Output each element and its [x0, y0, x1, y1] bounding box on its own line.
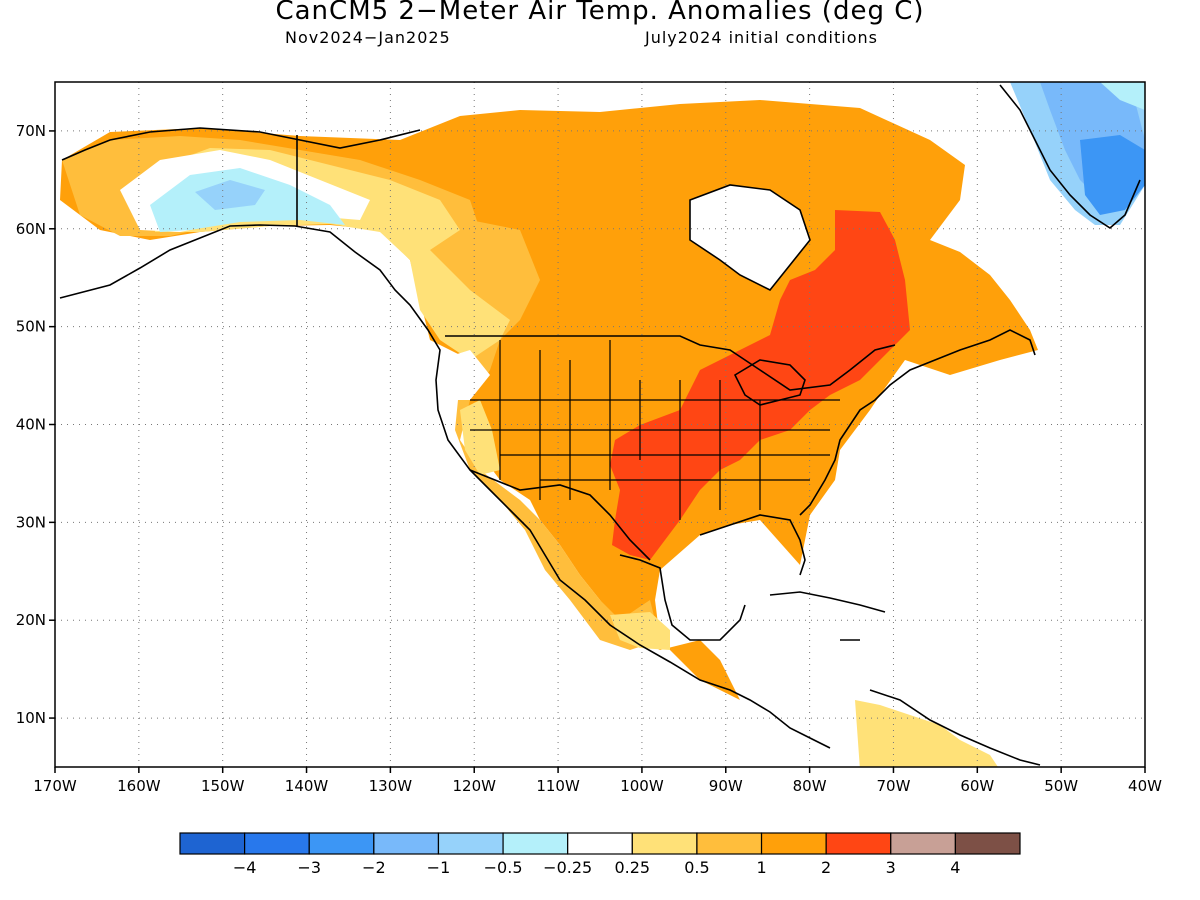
colorbar-label: −2 — [362, 858, 386, 877]
colorbar-swatch — [890, 832, 956, 855]
lon-tick-label: 160W — [117, 777, 161, 795]
anomaly-region-e — [610, 612, 670, 650]
anomaly-field — [60, 82, 1145, 767]
great-lakes — [733, 359, 806, 406]
lon-tick-label: 70W — [877, 777, 911, 795]
initial-conditions: July2024 initial conditions — [645, 28, 878, 47]
colorbar-label: 2 — [821, 858, 831, 877]
anomaly-region-n — [1080, 135, 1145, 215]
colorbar-swatch — [437, 832, 504, 855]
lon-tick-label: 110W — [536, 777, 580, 795]
coastline-east — [799, 329, 1036, 516]
colorbar-swatch — [179, 832, 246, 855]
colorbar-swatch — [954, 832, 1021, 855]
anomaly-region-p — [690, 185, 810, 290]
lon-tick-label: 80W — [793, 777, 827, 795]
colorbar-swatch — [502, 832, 569, 855]
lon-tick-label: 130W — [369, 777, 413, 795]
longitude-axis: 170W 160W 150W 140W 130W 120W 110W 100W 90W 80W 70… — [33, 767, 1162, 795]
lon-tick-label: 140W — [285, 777, 329, 795]
lon-tick-label: 60W — [960, 777, 994, 795]
lon-tick-label: 40W — [1128, 777, 1162, 795]
coastline-alaska-north — [61, 127, 421, 161]
lat-tick-label: 70N — [16, 122, 46, 140]
lat-tick-label: 20N — [16, 611, 46, 629]
anomaly-region-f — [855, 700, 998, 767]
coastline-hudson-bay — [689, 184, 811, 292]
anomaly-region-d — [460, 400, 500, 475]
colorbar-swatch — [308, 832, 375, 855]
colorbar-label: −0.25 — [543, 858, 592, 877]
coastline-caribbean — [769, 591, 1041, 766]
border-us-canada — [445, 335, 896, 391]
coastline-north-america-west — [59, 224, 831, 749]
lat-tick-label: 50N — [16, 318, 46, 336]
map-title: CanCM5 2−Meter Air Temp. Anomalies (deg … — [275, 0, 925, 26]
colorbar-swatch — [760, 832, 827, 855]
coastline-greenland — [999, 84, 1141, 229]
colorbar-label: 3 — [886, 858, 896, 877]
forecast-period: Nov2024−Jan2025 — [285, 28, 451, 47]
border-us-mexico — [469, 469, 651, 561]
colorbar-label: 4 — [950, 858, 960, 877]
colorbar-swatch — [373, 832, 440, 855]
states-grid — [470, 340, 840, 520]
colorbar-label: 0.25 — [614, 858, 650, 877]
lon-tick-label: 100W — [620, 777, 664, 795]
map-grid — [55, 82, 1145, 767]
colorbar-label: −3 — [297, 858, 321, 877]
colorbar-swatch — [825, 832, 892, 855]
lon-tick-label: 150W — [201, 777, 245, 795]
colorbar-swatch — [244, 832, 310, 855]
colorbar-swatch — [696, 832, 763, 855]
anomaly-region-h — [438, 350, 490, 400]
lat-tick-label: 60N — [16, 220, 46, 238]
colorbar-label: 0.5 — [684, 858, 709, 877]
colorbar-swatch — [567, 832, 633, 855]
colorbar-label: 1 — [756, 858, 766, 877]
latitude-axis: 10N 20N 30N 40N 50N 60N 70N — [16, 122, 55, 727]
lon-tick-label: 170W — [33, 777, 77, 795]
lat-tick-label: 10N — [16, 709, 46, 727]
lat-tick-label: 40N — [16, 416, 46, 434]
lon-tick-label: 90W — [709, 777, 743, 795]
colorbar-label: −4 — [233, 858, 257, 877]
anomaly-region-k — [610, 210, 910, 560]
colorbar: −4 −3 −2 −1 −0.5 −0.25 0.25 0.5 1 2 3 4 — [179, 832, 1021, 877]
coastline-gulf — [619, 514, 806, 641]
map-coastlines — [59, 84, 1141, 766]
anomaly-region-o — [1100, 82, 1145, 110]
colorbar-label: −1 — [427, 858, 451, 877]
lon-tick-label: 50W — [1044, 777, 1078, 795]
anomaly-region-j — [195, 180, 265, 210]
colorbar-label: −0.5 — [484, 858, 523, 877]
lon-tick-label: 120W — [452, 777, 496, 795]
lat-tick-label: 30N — [16, 513, 46, 531]
colorbar-swatch — [631, 832, 698, 855]
